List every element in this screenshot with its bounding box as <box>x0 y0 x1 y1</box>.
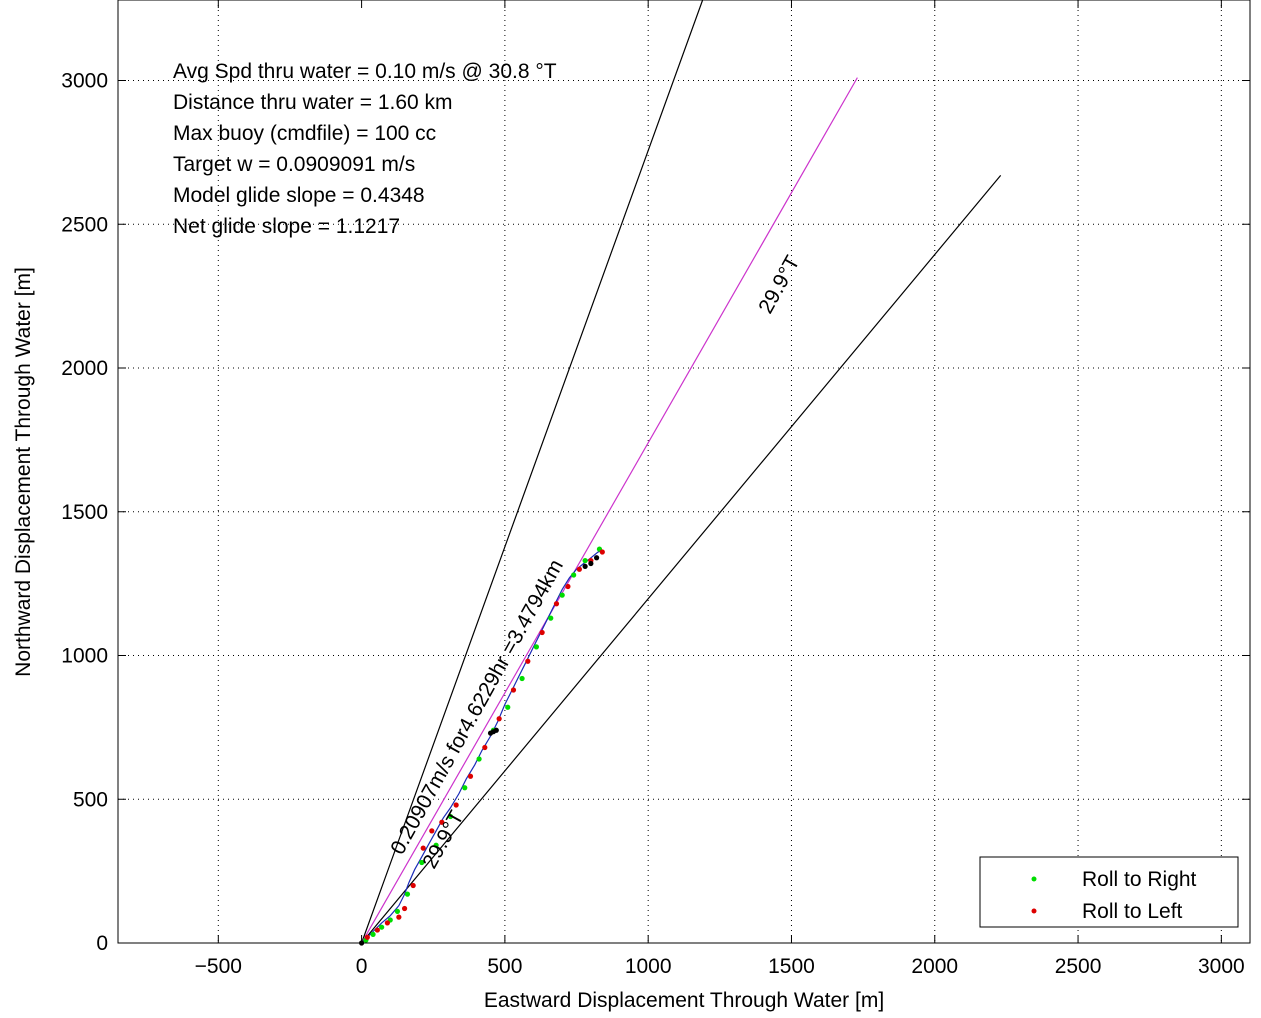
track-path <box>361 550 603 944</box>
roll-to-right-point <box>404 891 411 897</box>
reference-lines <box>361 0 1002 944</box>
roll-to-right-point <box>394 908 401 914</box>
roll-to-right-point <box>571 572 577 578</box>
roll-to-right-point <box>476 756 482 762</box>
roll-to-left-point <box>467 773 474 779</box>
roll-to-left-point <box>496 716 502 722</box>
roll-to-right-point <box>462 785 468 791</box>
surface-point <box>493 727 499 733</box>
legend-label-roll-right: Roll to Right <box>1082 868 1197 891</box>
info-max-buoy: Max buoy (cmdfile) = 100 cc <box>173 122 436 145</box>
y-tick-label: 0 <box>96 932 108 955</box>
y-tick-label: 2500 <box>61 213 108 236</box>
surface-point <box>582 563 588 569</box>
roll-to-right-point <box>519 675 525 682</box>
legend: Roll to Right Roll to Left <box>979 856 1239 928</box>
roll-to-left-point <box>364 934 370 940</box>
info-avg-speed: Avg Spd thru water = 0.10 m/s @ 30.8 °T <box>173 60 557 83</box>
roll-to-left-point <box>401 905 408 912</box>
x-tick-label: −500 <box>195 955 242 978</box>
legend-box <box>979 856 1239 928</box>
info-block: Avg Spd thru water = 0.10 m/s @ 30.8 °T … <box>173 60 557 238</box>
roll-to-left-point <box>374 927 380 933</box>
roll-to-left-point <box>420 845 426 851</box>
y-tick-label: 1000 <box>61 645 108 668</box>
roll-to-left-point <box>576 566 582 572</box>
roll-to-left-point <box>599 549 605 555</box>
roll-to-right-point <box>505 704 511 710</box>
y-tick-label: 1500 <box>61 501 108 524</box>
roll-to-right-point <box>433 842 439 848</box>
roll-to-right-point <box>447 813 454 820</box>
y-tick-label: 2000 <box>61 357 108 380</box>
roll-to-left-point <box>510 687 517 693</box>
roll-to-left-point <box>384 920 390 926</box>
roll-to-right-point <box>548 615 554 621</box>
legend-label-roll-left: Roll to Left <box>1082 900 1183 923</box>
roll-to-left-point <box>565 583 571 590</box>
surface-point <box>588 560 594 567</box>
roll-to-left-point <box>429 828 435 834</box>
roll-to-right-point <box>559 592 565 598</box>
y-tick-label: 500 <box>73 788 108 811</box>
grid <box>118 0 1250 943</box>
roll-to-left-point <box>553 601 560 607</box>
info-model-glide: Model glide slope = 0.4348 <box>173 184 425 207</box>
reference-line <box>361 77 858 944</box>
x-tick-label: 2000 <box>911 955 958 978</box>
legend-marker-roll-left <box>1031 908 1037 914</box>
roll-to-left-point <box>396 914 402 920</box>
roll-to-right-point <box>582 558 588 564</box>
roll-to-right-point <box>379 924 385 930</box>
axis-ticks: −500 0 500 1000 1500 2000 2500 3000 0 500 1000 1500… <box>61 0 1250 978</box>
roll-to-left-point <box>410 882 416 889</box>
info-distance: Distance thru water = 1.60 km <box>173 91 453 114</box>
roll-to-left-point <box>525 658 531 664</box>
roll-to-left-point <box>539 629 545 636</box>
x-tick-label: 2500 <box>1055 955 1102 978</box>
info-net-glide: Net glide slope = 1.1217 <box>173 215 400 238</box>
roll-to-right-point <box>533 644 540 650</box>
info-target-w: Target w = 0.0909091 m/s <box>173 153 415 176</box>
x-tick-label: 500 <box>487 955 522 978</box>
reference-line <box>361 0 704 944</box>
x-tick-label: 1500 <box>768 955 815 978</box>
roll-to-left-point <box>453 802 459 808</box>
plot-frame <box>117 0 1251 944</box>
track-points <box>358 546 605 946</box>
x-tick-label: 0 <box>356 955 368 978</box>
y-axis-label: Northward Displacement Through Water [m] <box>12 267 35 677</box>
roll-to-right-point <box>370 931 376 937</box>
x-axis-label: Eastward Displacement Through Water [m] <box>484 989 884 1012</box>
reference-line <box>361 174 1002 944</box>
track-line <box>361 550 603 944</box>
surface-point <box>593 555 600 561</box>
legend-marker-roll-right <box>1031 876 1037 882</box>
y-tick-label: 3000 <box>61 70 108 93</box>
roll-to-left-point <box>482 744 488 751</box>
roll-to-left-point <box>439 819 445 825</box>
x-tick-label: 3000 <box>1198 955 1245 978</box>
x-tick-label: 1000 <box>625 955 672 978</box>
roll-to-right-point <box>419 859 425 866</box>
